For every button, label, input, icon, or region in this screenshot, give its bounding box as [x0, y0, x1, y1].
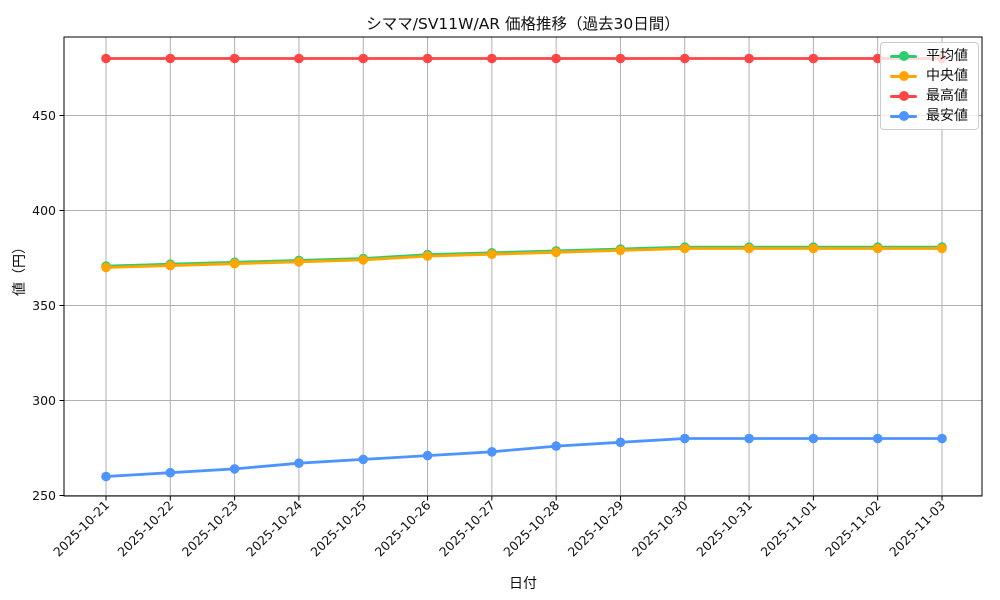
plot-border — [63, 36, 983, 497]
legend-label-max: 最高値 — [926, 88, 968, 104]
series-marker-max — [165, 53, 176, 64]
series-marker-max — [551, 53, 561, 64]
series-marker-median — [615, 245, 626, 256]
legend-marker-icon-average — [898, 51, 909, 61]
legend-line-sample-max — [890, 91, 917, 101]
legend-label-average: 平均値 — [926, 48, 968, 64]
series-marker-min — [294, 458, 304, 469]
series-line-min — [104, 437, 944, 478]
legend-line-sample-average — [890, 51, 917, 61]
series-marker-min — [615, 437, 626, 448]
series-marker-max — [294, 53, 304, 64]
y-tick-label: 300 — [32, 393, 56, 408]
x-tick-label: 2025-10-27 — [436, 498, 498, 560]
x-tick-label: 2025-10-29 — [565, 497, 627, 559]
x-axis-label: 日付 — [509, 576, 537, 592]
legend-item-median: 中央値 — [890, 66, 968, 86]
y-tick-label: 250 — [32, 488, 56, 503]
y-tick-label: 450 — [32, 108, 56, 123]
series-marker-min — [229, 464, 240, 474]
legend-label-min: 最安値 — [926, 108, 968, 124]
legend-line-sample-median — [890, 71, 917, 81]
legend-label-median: 中央値 — [926, 68, 968, 84]
y-tick-label: 350 — [32, 298, 56, 313]
series-marker-max — [744, 53, 754, 64]
x-tick-label: 2025-10-21 — [50, 498, 112, 560]
series-marker-median — [358, 255, 369, 265]
series-marker-median — [101, 262, 111, 273]
series-marker-max — [229, 53, 240, 64]
series-marker-min — [872, 433, 883, 444]
series-marker-median — [551, 247, 561, 258]
x-tick-label: 2025-11-03 — [886, 498, 948, 560]
legend-marker-icon-median — [898, 71, 909, 81]
series-marker-median — [165, 260, 176, 271]
series-marker-max — [487, 53, 497, 64]
series-marker-min — [101, 471, 111, 482]
series-marker-max — [679, 53, 690, 64]
legend-line-sample-min — [890, 111, 917, 121]
y-tick-label: 400 — [32, 203, 56, 218]
series-marker-min — [808, 433, 819, 444]
series-line-median — [104, 247, 944, 269]
series-marker-min — [487, 447, 497, 457]
legend-item-average: 平均値 — [890, 46, 968, 66]
series-marker-min — [744, 433, 754, 444]
x-tick-label: 2025-10-30 — [629, 497, 691, 559]
series-marker-median — [679, 243, 690, 254]
series-marker-median — [808, 243, 819, 254]
legend-marker-icon-min — [898, 111, 909, 121]
legend-marker-icon-max — [898, 91, 909, 101]
series-marker-min — [937, 433, 947, 444]
legend-item-max: 最高値 — [890, 86, 968, 106]
x-tick-label: 2025-10-25 — [307, 498, 369, 560]
x-tick-label: 2025-11-01 — [758, 498, 820, 560]
x-tick-label: 2025-10-26 — [372, 497, 434, 559]
x-tick-label: 2025-11-02 — [822, 498, 884, 560]
x-tick-label: 2025-10-31 — [693, 498, 755, 560]
series-marker-max — [101, 53, 111, 64]
x-tick-label: 2025-10-24 — [243, 497, 305, 559]
series-marker-min — [551, 441, 561, 451]
series-marker-max — [358, 53, 369, 64]
y-axis-label: 値（円） — [12, 240, 28, 296]
x-tick-label: 2025-10-28 — [500, 497, 562, 559]
x-tick-label: 2025-10-23 — [179, 498, 241, 560]
legend-item-min: 最安値 — [890, 106, 968, 126]
series-marker-min — [422, 450, 433, 461]
series-marker-median — [487, 249, 497, 259]
series-marker-median — [937, 243, 947, 254]
series-marker-median — [744, 243, 754, 254]
series-marker-median — [229, 258, 240, 269]
series-marker-max — [422, 53, 433, 64]
series-marker-max — [808, 53, 819, 64]
x-tick-label: 2025-10-22 — [114, 498, 176, 560]
series-marker-median — [294, 257, 304, 267]
series-marker-median — [872, 243, 883, 254]
series-marker-median — [422, 251, 433, 261]
series-marker-min — [679, 433, 690, 444]
series-marker-min — [165, 467, 176, 478]
series-marker-min — [358, 454, 369, 465]
chart-title: シママ/SV11W/AR 価格推移（過去30日間） — [366, 15, 680, 33]
series-marker-max — [615, 53, 626, 64]
legend: 平均値中央値最高値最安値 — [880, 42, 979, 130]
